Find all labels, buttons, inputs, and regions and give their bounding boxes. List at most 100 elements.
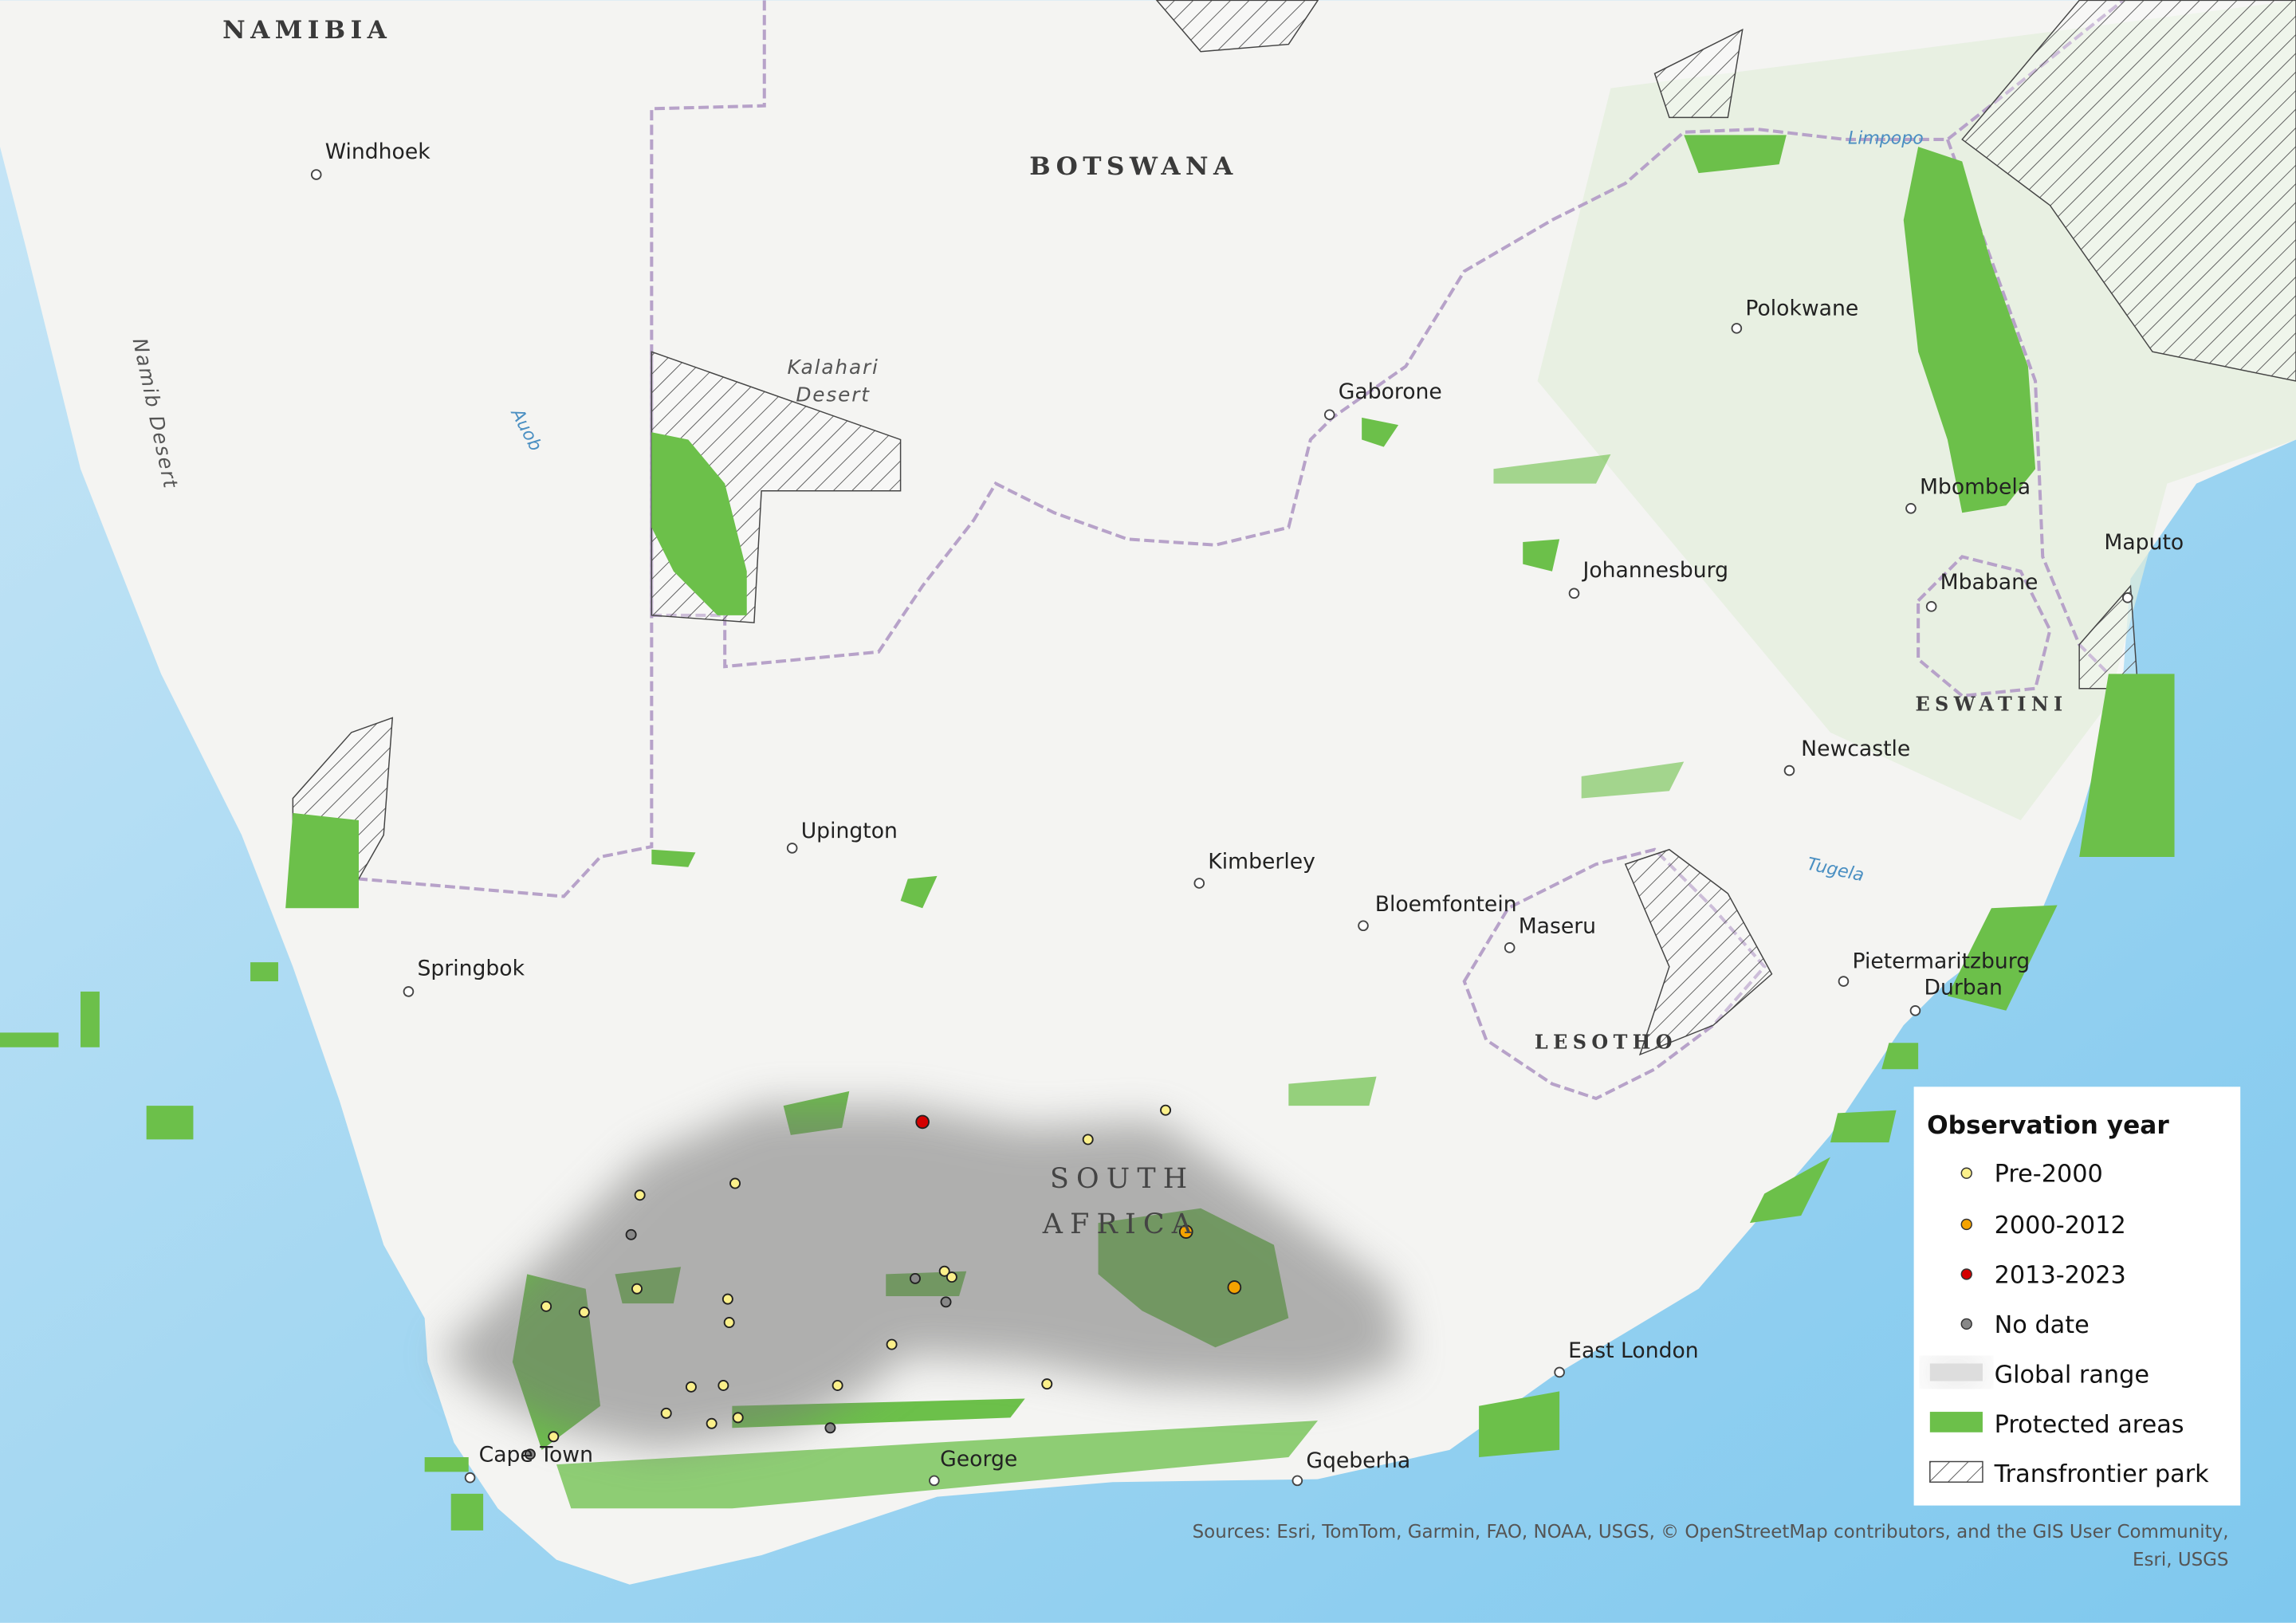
city-label: Windhoek [325, 140, 431, 164]
city-label: Polokwane [1745, 296, 1858, 320]
city-marker [1554, 1366, 1565, 1378]
legend-label: Transfrontier park [1994, 1460, 2210, 1488]
city-label: Mbabane [1940, 570, 2038, 595]
legend-symbol [1960, 1318, 1972, 1330]
legend-symbol [1929, 1460, 1983, 1483]
city-marker [403, 986, 415, 997]
city-marker [310, 169, 322, 180]
observation-point [706, 1417, 718, 1429]
city-label: Gaborone [1339, 379, 1442, 404]
observation-point [940, 1296, 952, 1308]
city-marker [1358, 920, 1369, 932]
observation-point [634, 1189, 646, 1201]
country-label: LESOTHO [1535, 1032, 1677, 1054]
attribution: Sources: Esri, TomTom, Garmin, FAO, NOAA… [1193, 1522, 2229, 1542]
desert-label: Desert [796, 383, 870, 407]
city-label: Mbombela [1920, 474, 2031, 499]
desert-label: Kalahari [787, 356, 879, 379]
country-label: NAMIBIA [222, 16, 391, 45]
observation-point [578, 1307, 590, 1318]
observation-point [1082, 1134, 1094, 1146]
city-marker [929, 1475, 940, 1487]
city-label: Maputo [2104, 530, 2184, 555]
city-marker [1925, 601, 1937, 612]
observation-point [946, 1271, 957, 1283]
observation-point [660, 1407, 672, 1419]
city-label: Maseru [1519, 914, 1596, 938]
observation-point [541, 1300, 552, 1312]
observation-point [1160, 1104, 1172, 1116]
city-marker [1292, 1475, 1303, 1487]
city-label: George [940, 1447, 1017, 1472]
observation-point [1041, 1378, 1053, 1390]
observation-point [685, 1381, 697, 1393]
country-label: AFRICA [1042, 1208, 1199, 1240]
city-marker [464, 1472, 476, 1483]
observation-point [909, 1272, 921, 1284]
observation-point [824, 1422, 836, 1434]
legend-symbol [1929, 1363, 1983, 1381]
city-label: Newcastle [1801, 737, 1910, 761]
legend-symbol [1960, 1218, 1972, 1231]
city-label: Gqeberha [1306, 1448, 1410, 1473]
city-label: Johannesburg [1582, 558, 1729, 583]
legend: Observation year Pre-2000 2000-2012 2013… [1913, 1087, 2241, 1506]
city-label: Upington [801, 819, 898, 843]
city-marker [1504, 942, 1516, 953]
city-marker [1193, 878, 1205, 889]
city-marker [1783, 764, 1795, 776]
legend-symbol [1960, 1268, 1972, 1280]
city-marker [786, 843, 798, 854]
observations [524, 1104, 1242, 1460]
observation-point [721, 1293, 733, 1305]
observation-point [729, 1177, 741, 1189]
country-label: SOUTH [1050, 1163, 1194, 1195]
global-range [439, 1106, 1406, 1450]
legend-box [1913, 1087, 2241, 1506]
legend-label: 2013-2023 [1995, 1261, 2126, 1289]
legend-label: Pre-2000 [1995, 1161, 2103, 1189]
city-label: Pietermaritzburg [1852, 949, 2030, 974]
legend-label: Global range [1995, 1361, 2149, 1389]
transfrontier-parks [292, 0, 2296, 1056]
city-label: Durban [1924, 976, 2002, 1000]
legend-label: 2000-2012 [1995, 1212, 2126, 1240]
cities: Windhoek Gaborone Polokwane Mbombela Maputo M… [310, 140, 2184, 1487]
city-label: East London [1568, 1338, 1699, 1363]
city-label: Kimberley [1208, 850, 1315, 874]
observation-point [832, 1380, 843, 1391]
city-label: Cape Town [479, 1443, 593, 1468]
city-marker [1905, 502, 1917, 514]
legend-symbol [1929, 1412, 1983, 1432]
city-marker [1323, 409, 1335, 421]
observation-point [732, 1412, 744, 1424]
observation-point [548, 1431, 560, 1443]
observation-point [1178, 1224, 1193, 1239]
city-marker [2121, 592, 2133, 603]
country-label: ESWATINI [1915, 693, 2067, 715]
city-label: Springbok [417, 957, 525, 981]
observation-point [938, 1265, 950, 1277]
observation-point [524, 1448, 536, 1460]
city-label: Bloemfontein [1375, 892, 1517, 917]
attribution: Esri, USGS [2133, 1550, 2229, 1570]
city-marker [1838, 976, 1850, 987]
legend-symbol [1960, 1167, 1972, 1179]
legend-label: No date [1995, 1311, 2090, 1339]
observation-point [1227, 1280, 1242, 1295]
legend-label: Protected areas [1995, 1411, 2184, 1439]
observation-point [718, 1380, 729, 1391]
city-marker [1731, 323, 1743, 334]
observation-point [723, 1317, 735, 1329]
city-marker [1568, 588, 1580, 599]
observation-point [631, 1283, 643, 1295]
country-label: BOTSWANA [1029, 152, 1237, 181]
city-marker [1909, 1004, 1921, 1016]
legend-title: Observation year [1927, 1111, 2169, 1140]
observation-point [625, 1228, 637, 1240]
observation-point [915, 1114, 930, 1130]
observation-point [886, 1338, 898, 1350]
river-label: Limpopo [1848, 128, 1924, 148]
